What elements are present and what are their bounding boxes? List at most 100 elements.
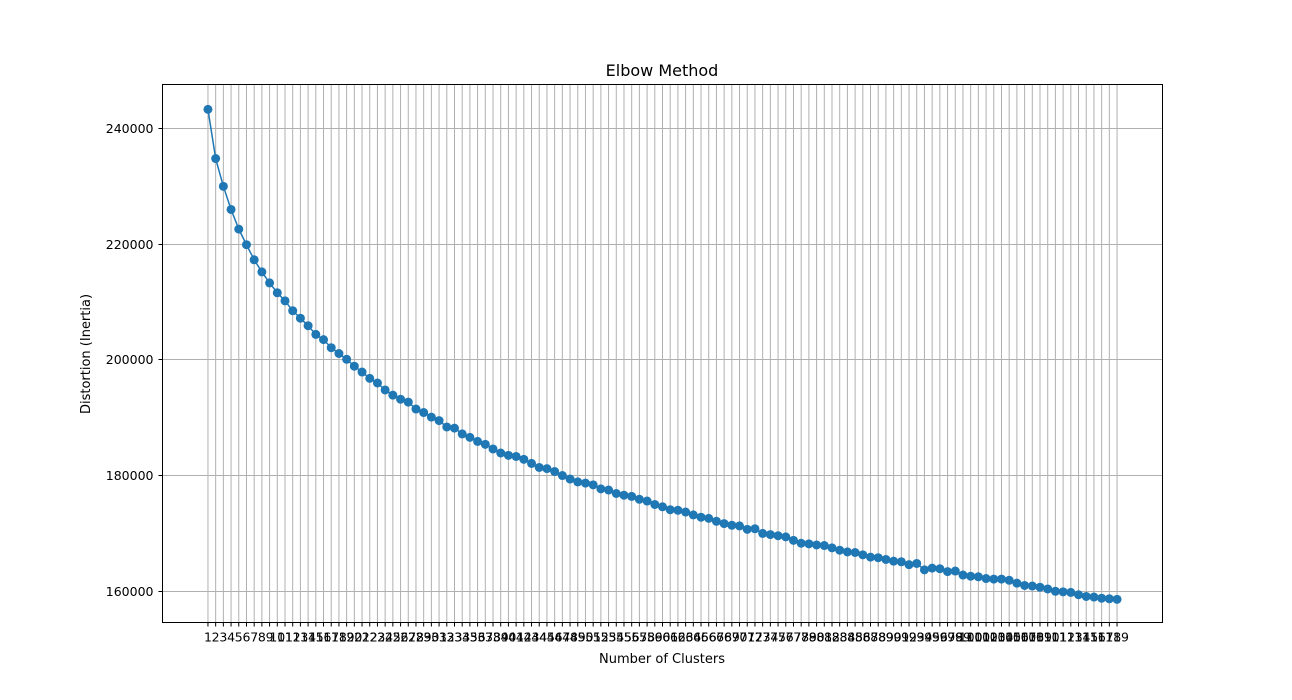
x-tick-label: 29 [416,630,432,645]
x-tick-label: 67 [708,630,724,645]
x-tick-label: 12 [285,630,301,645]
data-point [696,512,706,522]
data-point [1012,578,1022,588]
data-point [681,507,691,517]
data-point [1074,590,1084,600]
x-tick-label: 61 [662,630,678,645]
x-tick-label: 42 [516,630,532,645]
data-point [557,471,567,481]
x-tick-label: 43 [524,630,540,645]
data-point [234,224,244,234]
data-point [488,444,498,454]
x-tick-label: 86 [855,630,871,645]
x-tick-label: 91 [893,630,909,645]
x-tick-label: 51 [585,630,601,645]
x-tick-label: 118 [1097,630,1121,645]
y-tick-label: 220000 [106,237,154,252]
x-tick-label: 45 [539,630,555,645]
x-tick-label: 35 [462,630,478,645]
x-tick-label: 26 [393,630,409,645]
x-tick-label: 90 [886,630,902,645]
data-point [1097,593,1107,603]
x-tick-label: 73 [755,630,771,645]
x-tick-label: 23 [369,630,385,645]
x-tick-label: 40 [500,630,516,645]
data-point [511,451,521,461]
data-point [288,306,298,316]
data-point [519,454,529,464]
x-tick-label: 102 [974,630,998,645]
x-tick-label: 33 [447,630,463,645]
x-tick-label: 72 [747,630,763,645]
data-point [1004,575,1014,585]
data-point [218,181,228,191]
x-tick-label: 100 [959,630,983,645]
data-point [727,520,737,530]
x-tick-label: 38 [485,630,501,645]
x-tick-label: 52 [593,630,609,645]
y-tick-label: 160000 [106,584,154,599]
data-point [827,543,837,553]
x-tick-label: 8 [258,630,266,645]
x-tick-label: 59 [647,630,663,645]
x-tick-label: 110 [1036,630,1060,645]
data-point [758,528,768,538]
data-point [650,499,660,509]
data-point [719,519,729,529]
x-tick-label: 1 [204,630,212,645]
x-tick-label: 60 [655,630,671,645]
x-tick-label: 71 [739,630,755,645]
data-point [1020,580,1030,590]
data-point [588,480,598,490]
x-tick-label: 56 [624,630,640,645]
data-point [835,545,845,555]
x-tick-label: 81 [816,630,832,645]
x-tick-label: 15 [308,630,324,645]
data-point [434,416,444,426]
data-point [704,513,714,523]
grid-layer [162,84,1163,623]
x-tick-label: 94 [916,630,932,645]
data-point [426,412,436,422]
data-point [403,397,413,407]
x-tick-label: 36 [470,630,486,645]
series-layer [203,104,1122,604]
x-tick-label: 98 [947,630,963,645]
data-point [1058,587,1068,597]
data-point [280,296,290,306]
data-point [241,240,251,250]
x-tick-label: 108 [1020,630,1044,645]
x-tick-label: 112 [1051,630,1075,645]
x-tick-label: 37 [477,630,493,645]
data-point [365,373,375,383]
x-tick-label: 113 [1059,630,1083,645]
x-tick-label: 14 [300,630,316,645]
data-point [673,505,683,515]
data-point [781,532,791,542]
data-point [989,574,999,584]
data-point [249,255,259,265]
x-tick-label: 39 [493,630,509,645]
data-point [303,321,313,331]
x-tick-label: 111 [1043,630,1067,645]
x-tick-label: 92 [901,630,917,645]
data-point [981,574,991,584]
data-point [858,550,868,560]
data-point [295,313,305,323]
data-point [866,552,876,562]
data-point [688,510,698,520]
data-point [604,485,614,495]
data-point [850,548,860,557]
x-tick-label: 64 [685,630,701,645]
x-tick-label: 2 [212,630,220,645]
x-tick-label: 18 [331,630,347,645]
data-point [665,505,675,515]
x-tick-label: 4 [227,630,235,645]
x-tick-label: 66 [701,630,717,645]
data-point [619,490,629,500]
data-point [750,524,760,534]
x-tick-label: 105 [997,630,1021,645]
data-point [943,567,953,577]
x-tick-label: 79 [801,630,817,645]
data-point [904,560,914,570]
